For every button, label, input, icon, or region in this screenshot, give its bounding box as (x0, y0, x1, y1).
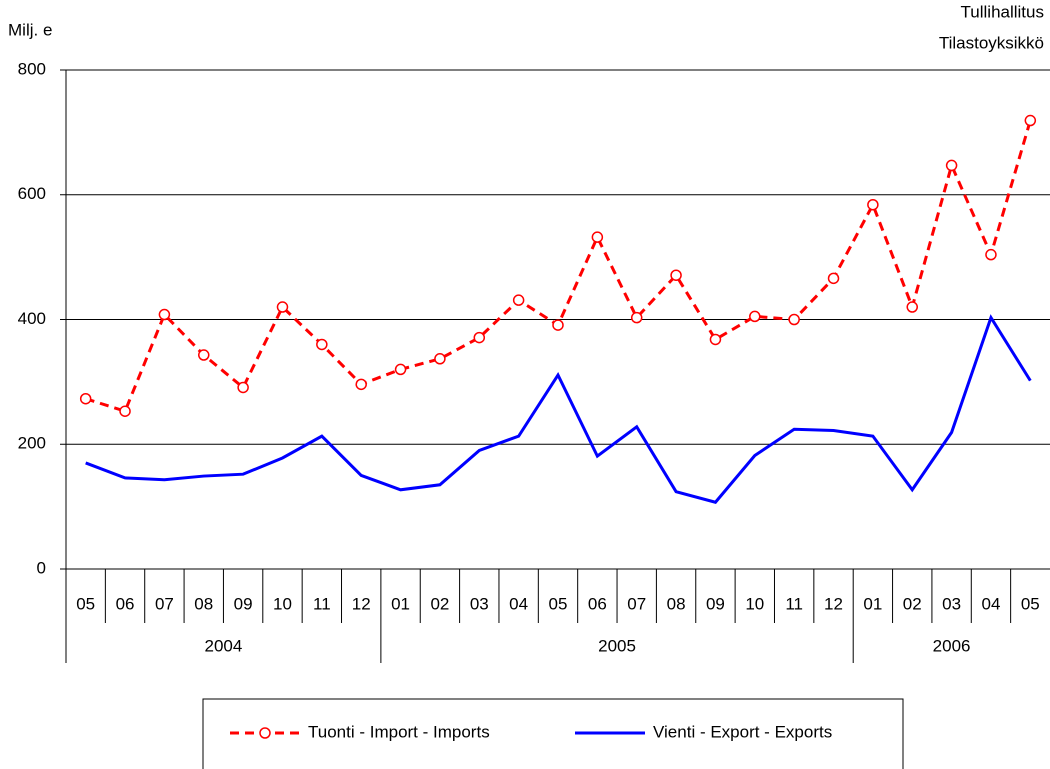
y-axis-label: Milj. e (8, 20, 52, 39)
marker (867, 198, 879, 211)
source: Tullihallitus (961, 2, 1044, 21)
marker (552, 319, 564, 331)
marker (591, 231, 604, 243)
x-tick-label: 12 (824, 594, 843, 613)
x-tick-label: 06 (116, 594, 135, 613)
y-tick-label: 0 (37, 558, 46, 577)
x-tick-label: 05 (76, 594, 95, 613)
year-label: 2006 (933, 636, 971, 655)
marker (945, 159, 958, 172)
y-tick-label: 400 (18, 309, 46, 328)
x-tick-label: 07 (155, 594, 174, 613)
marker (709, 333, 722, 346)
year-label: 2005 (598, 636, 636, 655)
x-tick-label: 02 (430, 594, 449, 613)
x-tick-label: 02 (903, 594, 922, 613)
marker (985, 248, 997, 261)
x-tick-label: 03 (942, 594, 961, 613)
x-tick-label: 09 (706, 594, 725, 613)
x-tick-label: 03 (470, 594, 489, 613)
marker (630, 311, 643, 324)
marker (512, 294, 525, 306)
marker (394, 363, 407, 376)
x-tick-label: 04 (509, 594, 528, 613)
legend-label: Vienti - Export - Exports (653, 722, 832, 741)
marker (749, 310, 761, 323)
marker (79, 392, 92, 405)
marker (788, 313, 800, 326)
marker (198, 349, 210, 361)
x-tick-label: 07 (627, 594, 646, 613)
marker (906, 301, 918, 313)
source: Tilastoyksikkö (939, 33, 1044, 52)
year-label: 2004 (205, 636, 243, 655)
y-tick-label: 200 (18, 434, 46, 453)
x-tick-label: 01 (863, 594, 882, 613)
marker (1024, 114, 1037, 127)
legend-box (202, 698, 904, 769)
x-tick-label: 06 (588, 594, 607, 613)
x-tick-label: 08 (667, 594, 686, 613)
marker (158, 308, 171, 321)
x-tick-label: 09 (234, 594, 253, 613)
x-tick-label: 04 (981, 594, 1000, 613)
marker (276, 301, 289, 313)
marker (827, 272, 840, 285)
legend-label: Tuonti - Import - Imports (308, 722, 490, 741)
marker (316, 338, 328, 351)
x-tick-label: 01 (391, 594, 410, 613)
x-tick-label: 05 (549, 594, 568, 613)
x-tick-label: 11 (313, 594, 331, 613)
x-tick-label: 10 (745, 594, 764, 613)
legend-marker (259, 727, 271, 739)
y-tick-label: 600 (18, 184, 46, 203)
x-tick-label: 08 (194, 594, 213, 613)
marker (237, 381, 249, 394)
marker (355, 378, 367, 391)
x-tick-label: 10 (273, 594, 292, 613)
x-tick-label: 11 (785, 594, 803, 613)
x-tick-label: 05 (1021, 594, 1040, 613)
marker (473, 331, 486, 344)
marker (670, 269, 682, 281)
series-line (85, 314, 1032, 504)
marker (434, 353, 446, 365)
x-tick-label: 12 (352, 594, 371, 613)
series-line (85, 120, 1032, 414)
marker (119, 405, 131, 417)
y-tick-label: 800 (18, 59, 46, 78)
